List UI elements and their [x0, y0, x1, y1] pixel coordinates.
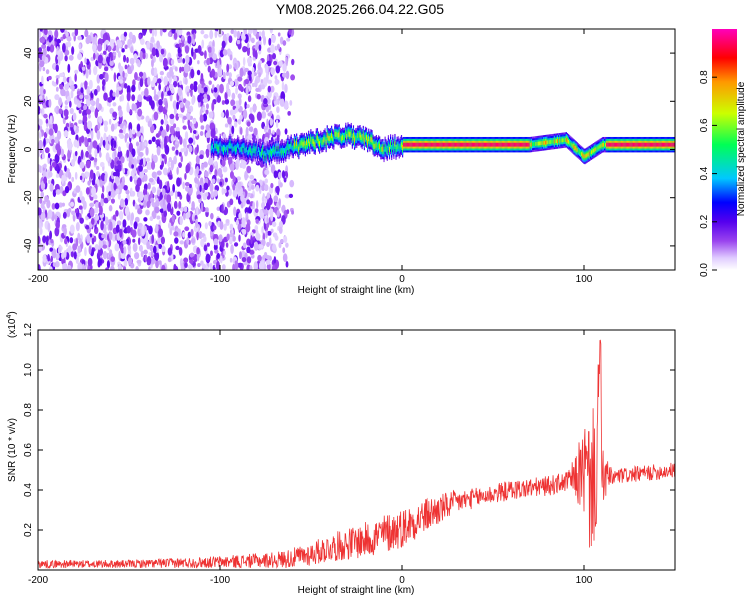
snr-multiplier-base: (x10 — [7, 318, 18, 338]
spectrogram-y-label: Frequency (Hz) — [7, 115, 18, 184]
spectrogram-x-tick-label: -200 — [28, 274, 48, 285]
snr-y-tick-label: 0.4 — [23, 483, 34, 497]
snr-x-tick-label: 0 — [399, 575, 405, 586]
snr-y-tick-label: 0.8 — [23, 403, 34, 417]
colorbar-label: Normalized spectral amplitude — [736, 81, 747, 216]
colorbar-tick-label: 0.0 — [699, 263, 710, 277]
colorbar-tick-label: 0.8 — [699, 70, 710, 84]
spectrogram-y-tick-label: -40 — [23, 238, 34, 253]
snr-x-tick-label: 100 — [576, 575, 593, 586]
spectrogram-y-tick-label: -20 — [23, 190, 34, 205]
snr-panel: -200 -100 0 100 0.2 0.4 0.6 0.8 1.0 1.2 Height o… — [6, 311, 676, 596]
colorbar-ticks: 0.0 0.2 0.4 0.6 0.8 — [699, 70, 717, 277]
colorbar-tick-label: 0.6 — [699, 118, 710, 132]
spectrogram-x-tick-label: 0 — [399, 274, 405, 285]
snr-multiplier-close: ) — [7, 311, 18, 314]
snr-y-ticks: 0.2 0.4 0.6 0.8 1.0 1.2 — [23, 323, 675, 537]
snr-y-label: SNR (10 * v/v) — [7, 418, 18, 482]
spectrogram-y-ticks: -40 -20 0 20 40 — [23, 47, 675, 253]
spectrogram-x-tick-label: -100 — [210, 274, 230, 285]
snr-y-tick-label: 1.2 — [23, 323, 34, 337]
colorbar: 0.0 0.2 0.4 0.6 0.8 Normalized spectral ampl… — [699, 29, 747, 277]
snr-y-multiplier: (x104) — [6, 311, 18, 338]
snr-y-tick-label: 0.2 — [23, 523, 34, 537]
spectrogram-x-ticks: -200 -100 0 100 — [28, 29, 593, 285]
spectrogram-y-tick-label: 0 — [23, 146, 34, 152]
spectrogram-x-label: Height of straight line (km) — [298, 285, 415, 296]
snr-x-tick-label: -100 — [210, 575, 230, 586]
spectrogram-heatmap — [38, 29, 675, 270]
colorbar-tick-label: 0.2 — [699, 214, 710, 228]
snr-series-line — [38, 339, 675, 570]
svg-text:(x104): (x104) — [6, 311, 18, 338]
spectrogram-y-tick-label: 20 — [23, 95, 34, 107]
colorbar-gradient — [712, 29, 737, 270]
snr-multiplier-exp: 4 — [6, 315, 13, 319]
spectrogram-y-tick-label: 40 — [23, 47, 34, 59]
snr-x-ticks: -200 -100 0 100 — [28, 330, 593, 586]
snr-y-tick-label: 1.0 — [23, 363, 34, 377]
figure-title: YM08.2025.266.04.22.G05 — [276, 1, 444, 17]
snr-y-tick-label: 0.6 — [23, 443, 34, 457]
snr-x-tick-label: -200 — [28, 575, 48, 586]
spectrogram-x-tick-label: 100 — [576, 274, 593, 285]
colorbar-tick-label: 0.4 — [699, 166, 710, 180]
snr-x-label: Height of straight line (km) — [298, 585, 415, 596]
